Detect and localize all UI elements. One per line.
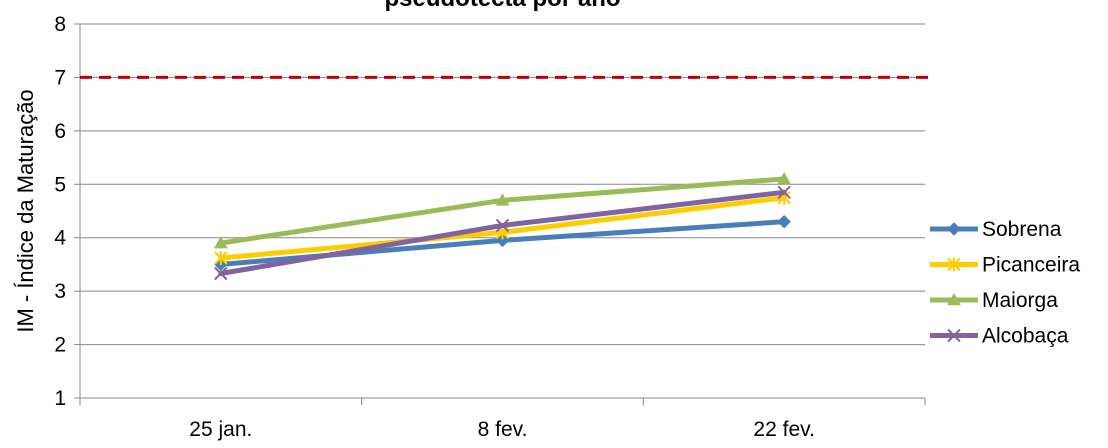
- series-group: [213, 171, 792, 281]
- legend-item: Maiorga: [930, 289, 1058, 312]
- triangle-marker: [777, 171, 792, 185]
- x-tick-label: 8 fev.: [478, 418, 528, 441]
- y-tick-label: 5: [54, 173, 66, 196]
- series-alcobaça: [214, 185, 791, 281]
- legend-label: Sobrena: [982, 218, 1062, 241]
- axes: 1 2 3 4 5 6 7 8 25 jan. 8 fev. 22 fev.: [54, 13, 926, 441]
- triangle-marker: [213, 236, 228, 249]
- y-tick-label: 1: [54, 387, 66, 410]
- x-marker-stroke: [214, 266, 228, 281]
- x-marker-stroke: [777, 185, 791, 200]
- legend-label: Alcobaça: [982, 325, 1069, 348]
- y-tick-label: 8: [54, 13, 66, 36]
- x-marker-stroke: [495, 218, 510, 233]
- y-tick-label: 6: [54, 120, 66, 143]
- legend-label: Maiorga: [982, 289, 1058, 312]
- legend-item: Sobrena: [930, 218, 1062, 241]
- legend: Sobrena Picanceira Maiorga Alcobaça: [930, 218, 1080, 348]
- legend-label: Picanceira: [982, 254, 1080, 277]
- x-marker-stroke: [947, 328, 961, 343]
- x-tick-label: 25 jan.: [189, 418, 252, 441]
- x-marker: [777, 185, 791, 200]
- diamond-marker: [495, 233, 510, 248]
- diamond-marker: [777, 214, 791, 229]
- y-axis-title: IM - Índice da Maturação: [13, 89, 38, 332]
- star-marker: [947, 257, 961, 272]
- legend-item: Alcobaça: [930, 325, 1069, 348]
- triangle-marker: [947, 292, 961, 306]
- x-marker: [947, 328, 961, 343]
- star-marker: [214, 251, 228, 266]
- gridlines: [80, 23, 925, 346]
- x-tick-label: 22 fev.: [753, 418, 814, 441]
- y-tick-label: 7: [54, 66, 66, 89]
- legend-item: Picanceira: [930, 254, 1080, 277]
- y-tick-label: 3: [54, 280, 66, 303]
- x-marker: [495, 218, 510, 233]
- triangle-marker: [495, 193, 510, 206]
- series-maiorga: [213, 171, 792, 249]
- y-tick-label: 4: [54, 227, 66, 250]
- y-tick-label: 2: [54, 334, 66, 357]
- chart-title: pseudotecta por ano: [384, 0, 620, 12]
- diamond-marker: [947, 222, 961, 236]
- x-marker: [214, 266, 228, 281]
